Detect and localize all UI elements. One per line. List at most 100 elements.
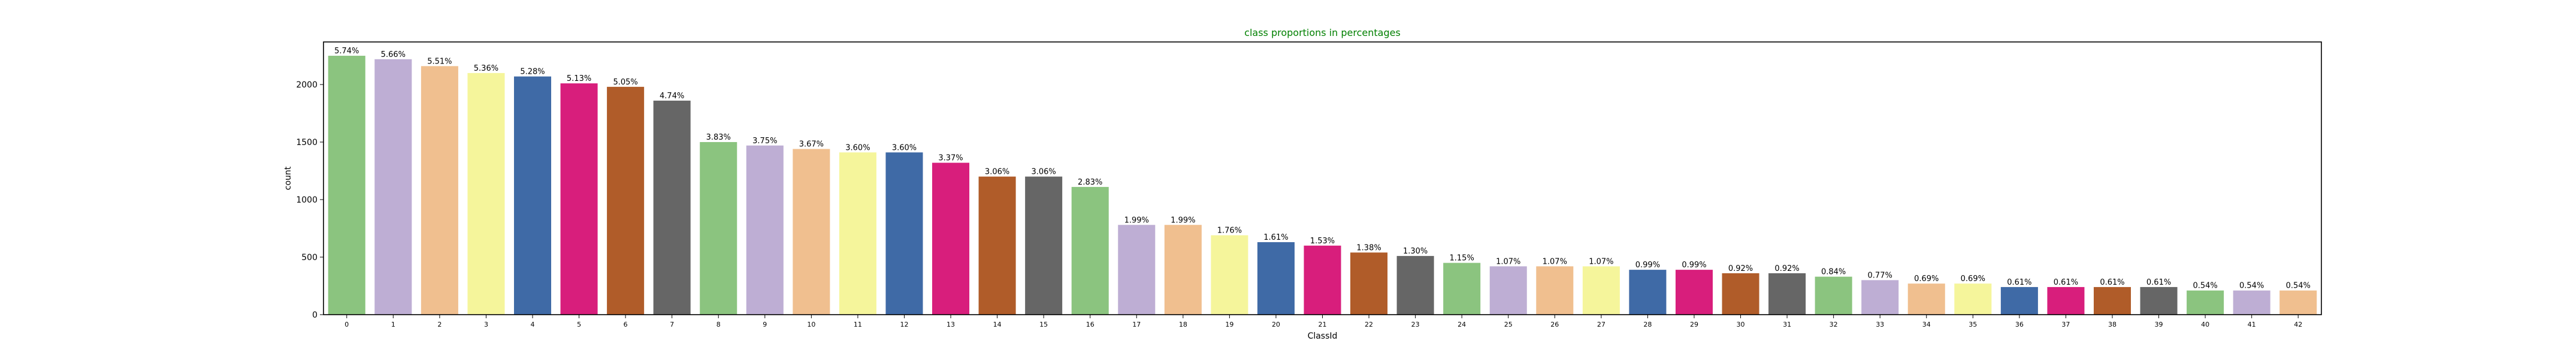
y-tick-label: 500 (301, 253, 318, 263)
bar-class-19 (1211, 235, 1248, 315)
bar-value-label: 3.06% (1031, 168, 1056, 177)
bar-class-4 (513, 76, 552, 315)
bar-class-34 (1907, 283, 1945, 315)
bar-value-label: 3.60% (845, 143, 870, 152)
bar-value-label: 0.69% (1961, 274, 1985, 283)
bar-class-22 (1350, 252, 1388, 315)
x-tick-label: 7 (670, 321, 674, 328)
x-tick-label: 29 (1690, 321, 1698, 328)
bar-labels-layer: 5.74% 5.66% 5.51% 5.36% 5.28% 5.13% 5.05% 4.74%… (334, 47, 2311, 291)
bar-class-35 (1954, 283, 1992, 315)
x-tick-label: 27 (1597, 321, 1606, 328)
bar-class-41 (2233, 290, 2270, 315)
y-tick-label: 2000 (296, 80, 318, 90)
bar-value-label: 0.99% (1682, 261, 1706, 270)
bar-value-label: 0.54% (2239, 282, 2264, 291)
bar-class-3 (467, 73, 505, 315)
x-tick-label: 21 (1319, 321, 1327, 328)
bar-value-label: 0.61% (2007, 278, 2031, 287)
bar-value-label: 3.67% (799, 140, 824, 149)
x-tick-label: 28 (1643, 321, 1652, 328)
bar-value-label: 1.30% (1403, 247, 1428, 256)
x-tick-label: 20 (1272, 321, 1280, 328)
bar-value-label: 2.83% (1078, 178, 1102, 187)
bar-value-label: 0.84% (1821, 268, 1846, 277)
x-tick-label: 13 (947, 321, 955, 328)
bar-class-36 (2000, 286, 2038, 315)
bar-class-15 (1025, 176, 1063, 315)
bar-class-1 (374, 59, 412, 315)
bar-value-label: 5.74% (334, 47, 359, 56)
bar-value-label: 1.07% (1496, 257, 1520, 266)
bar-value-label: 1.76% (1217, 227, 1242, 236)
bar-value-label: 0.77% (1868, 271, 1892, 280)
bar-value-label: 0.61% (2100, 278, 2124, 287)
bar-value-label: 0.99% (1635, 261, 1660, 270)
bar-value-label: 1.61% (1263, 233, 1288, 242)
x-tick-label: 40 (2201, 321, 2209, 328)
x-tick-label: 8 (716, 321, 721, 328)
bar-class-27 (1582, 266, 1620, 315)
x-tick-label: 35 (1969, 321, 1977, 328)
bar-value-label: 1.07% (1589, 257, 1613, 266)
x-axis-label: ClassId (1308, 331, 1338, 341)
x-tick-label: 37 (2061, 321, 2070, 328)
plot-frame (323, 41, 2322, 315)
y-axis-label: count (283, 166, 293, 190)
bar-value-label: 5.66% (381, 50, 406, 59)
bar-value-label: 1.15% (1450, 254, 1474, 263)
bar-value-label: 4.74% (660, 92, 684, 101)
x-tick-label: 23 (1411, 321, 1420, 328)
bar-value-label: 5.05% (613, 78, 637, 87)
bar-class-21 (1304, 245, 1341, 315)
x-tick-label: 19 (1225, 321, 1233, 328)
bar-class-16 (1071, 186, 1109, 315)
bar-class-30 (1722, 273, 1759, 315)
bar-class-9 (746, 145, 784, 315)
bar-value-label: 0.92% (1774, 264, 1799, 273)
x-tick-label: 42 (2294, 321, 2302, 328)
x-tick-label: 18 (1179, 321, 1187, 328)
x-tick-label: 1 (391, 321, 395, 328)
x-tick-label: 25 (1504, 321, 1513, 328)
bar-class-32 (1815, 276, 1852, 315)
x-tick-label: 16 (1086, 321, 1095, 328)
bar-class-7 (653, 100, 691, 315)
x-tick-label: 10 (807, 321, 815, 328)
bar-value-label: 3.75% (752, 137, 777, 146)
x-tick-label: 32 (1830, 321, 1838, 328)
bar-value-label: 1.38% (1356, 243, 1381, 252)
x-tick-label: 38 (2108, 321, 2117, 328)
bar-value-label: 3.06% (985, 168, 1009, 177)
x-tick-label: 31 (1783, 321, 1791, 328)
bar-value-label: 3.37% (938, 154, 963, 163)
x-axis: 0 1 2 3 4 5 6 7 8 9 10 11 12 13 14 15 16 17 18 19 20 21 22 23 24… (344, 315, 2302, 328)
bar-class-28 (1629, 270, 1667, 315)
bar-class-6 (607, 86, 645, 315)
x-tick-label: 17 (1132, 321, 1141, 328)
x-tick-label: 12 (900, 321, 908, 328)
bar-value-label: 5.51% (427, 57, 452, 66)
bar-class-23 (1396, 256, 1434, 315)
bar-class-2 (421, 66, 458, 315)
x-tick-label: 30 (1737, 321, 1745, 328)
x-tick-label: 14 (993, 321, 1002, 328)
x-tick-label: 2 (437, 321, 442, 328)
x-tick-label: 5 (577, 321, 581, 328)
bar-value-label: 1.53% (1310, 237, 1335, 246)
y-tick-label: 1500 (296, 138, 318, 147)
y-tick-label: 1000 (296, 195, 318, 205)
bar-class-37 (2047, 286, 2085, 315)
x-tick-label: 33 (1876, 321, 1884, 328)
bar-value-label: 1.99% (1171, 216, 1195, 225)
bar-class-29 (1675, 270, 1713, 315)
bar-class-39 (2140, 286, 2178, 315)
bar-value-label: 0.61% (2054, 278, 2078, 287)
bar-class-40 (2187, 290, 2224, 315)
x-tick-label: 34 (1922, 321, 1931, 328)
bar-value-label: 0.92% (1728, 264, 1753, 273)
bar-value-label: 0.61% (2146, 278, 2171, 287)
bar-class-38 (2093, 286, 2131, 315)
